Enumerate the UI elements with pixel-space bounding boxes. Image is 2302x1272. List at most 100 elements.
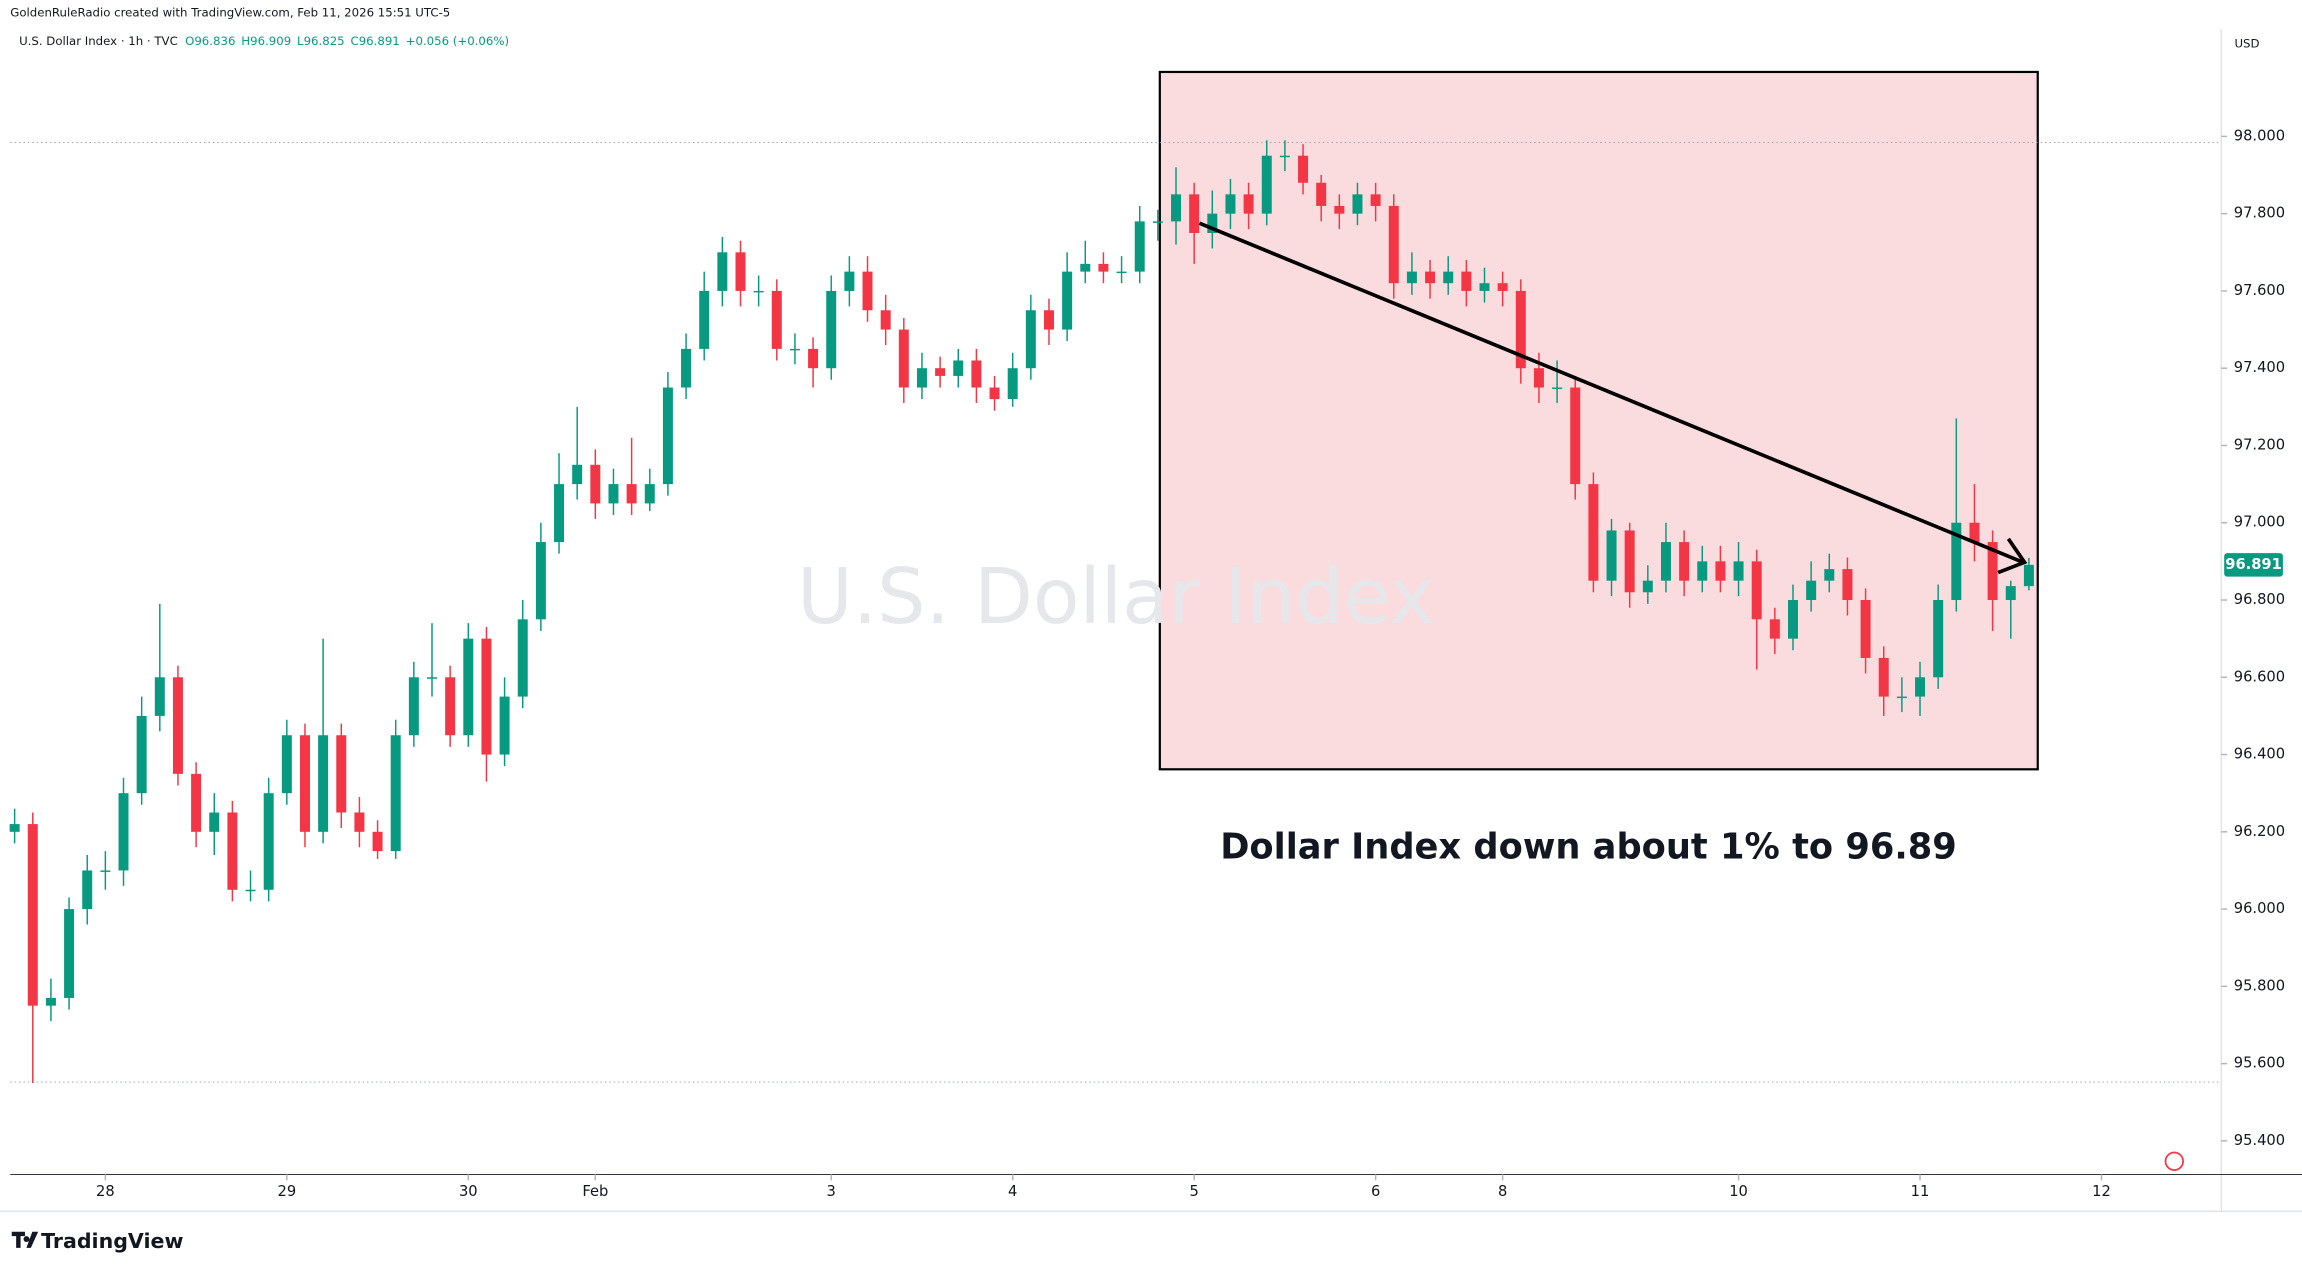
candle-body <box>299 735 310 832</box>
x-tick-label: 30 <box>459 1183 478 1200</box>
candle-body <box>1406 271 1417 284</box>
candle-body <box>1987 542 1998 601</box>
candle-body <box>1606 530 1617 581</box>
candle-body <box>1116 271 1127 274</box>
candle-body <box>1370 194 1381 206</box>
candle-body <box>554 484 565 543</box>
candle-body <box>989 387 1000 400</box>
candle-body <box>1497 283 1508 291</box>
candle-body <box>1479 283 1490 291</box>
candle-body <box>971 360 982 388</box>
y-tick-label: 97.200 <box>2234 436 2285 453</box>
candle-body <box>753 290 764 293</box>
candle-body <box>136 715 147 794</box>
y-tick-label: 96.000 <box>2234 900 2285 917</box>
currency: USD <box>2234 37 2259 51</box>
candle-body <box>1969 522 1980 543</box>
credit: GoldenRuleRadio created with TradingView… <box>10 6 450 20</box>
candle-body <box>1098 263 1109 272</box>
brand-icon <box>11 1231 39 1248</box>
candle-body <box>1207 213 1218 233</box>
candle-body <box>191 773 202 832</box>
x-tick-label: 29 <box>277 1183 296 1200</box>
annotation: Dollar Index down about 1% to 96.89 <box>1220 827 1957 868</box>
candle-body <box>1243 194 1254 214</box>
x-tick-label: 8 <box>1498 1183 1507 1200</box>
symbol: U.S. Dollar Index · 1h · TVC O96.836 H96.9… <box>19 34 509 48</box>
y-tick-label: 96.200 <box>2234 823 2285 840</box>
candle-body <box>1896 696 1907 699</box>
candle-body <box>662 387 673 485</box>
candle-body <box>64 909 75 998</box>
candle-body <box>789 348 800 351</box>
candle-body <box>935 368 946 376</box>
candle-body <box>263 793 274 890</box>
candle-body <box>245 889 256 892</box>
candle-body <box>1533 368 1544 388</box>
candle-body <box>880 310 891 330</box>
y-tick-label: 97.600 <box>2234 282 2285 299</box>
candle-body <box>354 812 365 832</box>
y-tick-label: 95.600 <box>2234 1055 2285 1072</box>
candle-body <box>1642 580 1653 593</box>
x-tick-label: 5 <box>1189 1183 1198 1200</box>
candle-body <box>1225 194 1236 214</box>
last-price-tag <box>2224 553 2283 577</box>
candle-body <box>1570 387 1581 485</box>
candle-body <box>45 997 56 1006</box>
symbol-name: U.S. Dollar Index · 1h · TVC <box>19 34 178 48</box>
candle-body <box>1062 271 1073 330</box>
candle-body <box>1425 271 1436 284</box>
candle-body <box>1552 387 1563 389</box>
trend-arrow <box>1198 221 2024 564</box>
x-tick-label: 11 <box>1911 1183 1930 1200</box>
candle-body <box>844 271 855 291</box>
candle-body <box>535 542 546 620</box>
x-tick-label: 4 <box>1008 1183 1017 1200</box>
y-tick-label: 96.400 <box>2234 746 2285 763</box>
candle-body <box>808 348 819 369</box>
candle-body <box>463 638 474 736</box>
candle-body <box>608 484 619 504</box>
candle-body <box>735 252 746 291</box>
y-tick-label: 96.600 <box>2234 668 2285 685</box>
y-tick-label: 97.000 <box>2234 514 2285 531</box>
candles <box>9 140 2034 1083</box>
candle-body <box>953 360 964 376</box>
candle-body <box>1152 221 1163 223</box>
highlight-box <box>1158 70 2039 771</box>
candle-body <box>1878 657 1889 697</box>
candle-body <box>9 824 20 832</box>
candle-body <box>1842 569 1853 601</box>
x-tick-label: Feb <box>582 1183 608 1200</box>
candle-body <box>27 824 38 1006</box>
candle-body <box>1080 263 1091 272</box>
candle-body <box>916 368 927 388</box>
brand: TradingView <box>41 1229 183 1253</box>
ohlc-change: +0.056 (+0.06%) <box>406 34 509 48</box>
candle-body <box>1279 155 1290 158</box>
ohlc-open: O96.836 <box>185 34 235 48</box>
candle-body <box>862 271 873 311</box>
candle-body <box>172 677 183 774</box>
watermark: U.S. Dollar Index <box>797 553 1435 642</box>
candle-body <box>427 677 437 679</box>
candle-body <box>1461 271 1472 291</box>
y-tick-label: 95.800 <box>2234 977 2285 994</box>
candle-body <box>626 484 637 504</box>
candle-body <box>1751 561 1762 620</box>
candle-body <box>1624 530 1635 593</box>
candle-body <box>1316 182 1327 206</box>
candle-body <box>1733 561 1744 581</box>
candle-body <box>1443 271 1454 284</box>
axis: 95.400 95.600 95.800 96.000 96.200 96.400 96.6… <box>96 127 2285 1200</box>
candle-body <box>1171 194 1182 222</box>
ohlc-low: L96.825 <box>297 34 345 48</box>
candle-body <box>1352 194 1363 214</box>
candle-body <box>227 812 238 890</box>
candle-body <box>82 870 93 910</box>
candle-body <box>281 735 292 794</box>
candle-body <box>1025 310 1036 369</box>
